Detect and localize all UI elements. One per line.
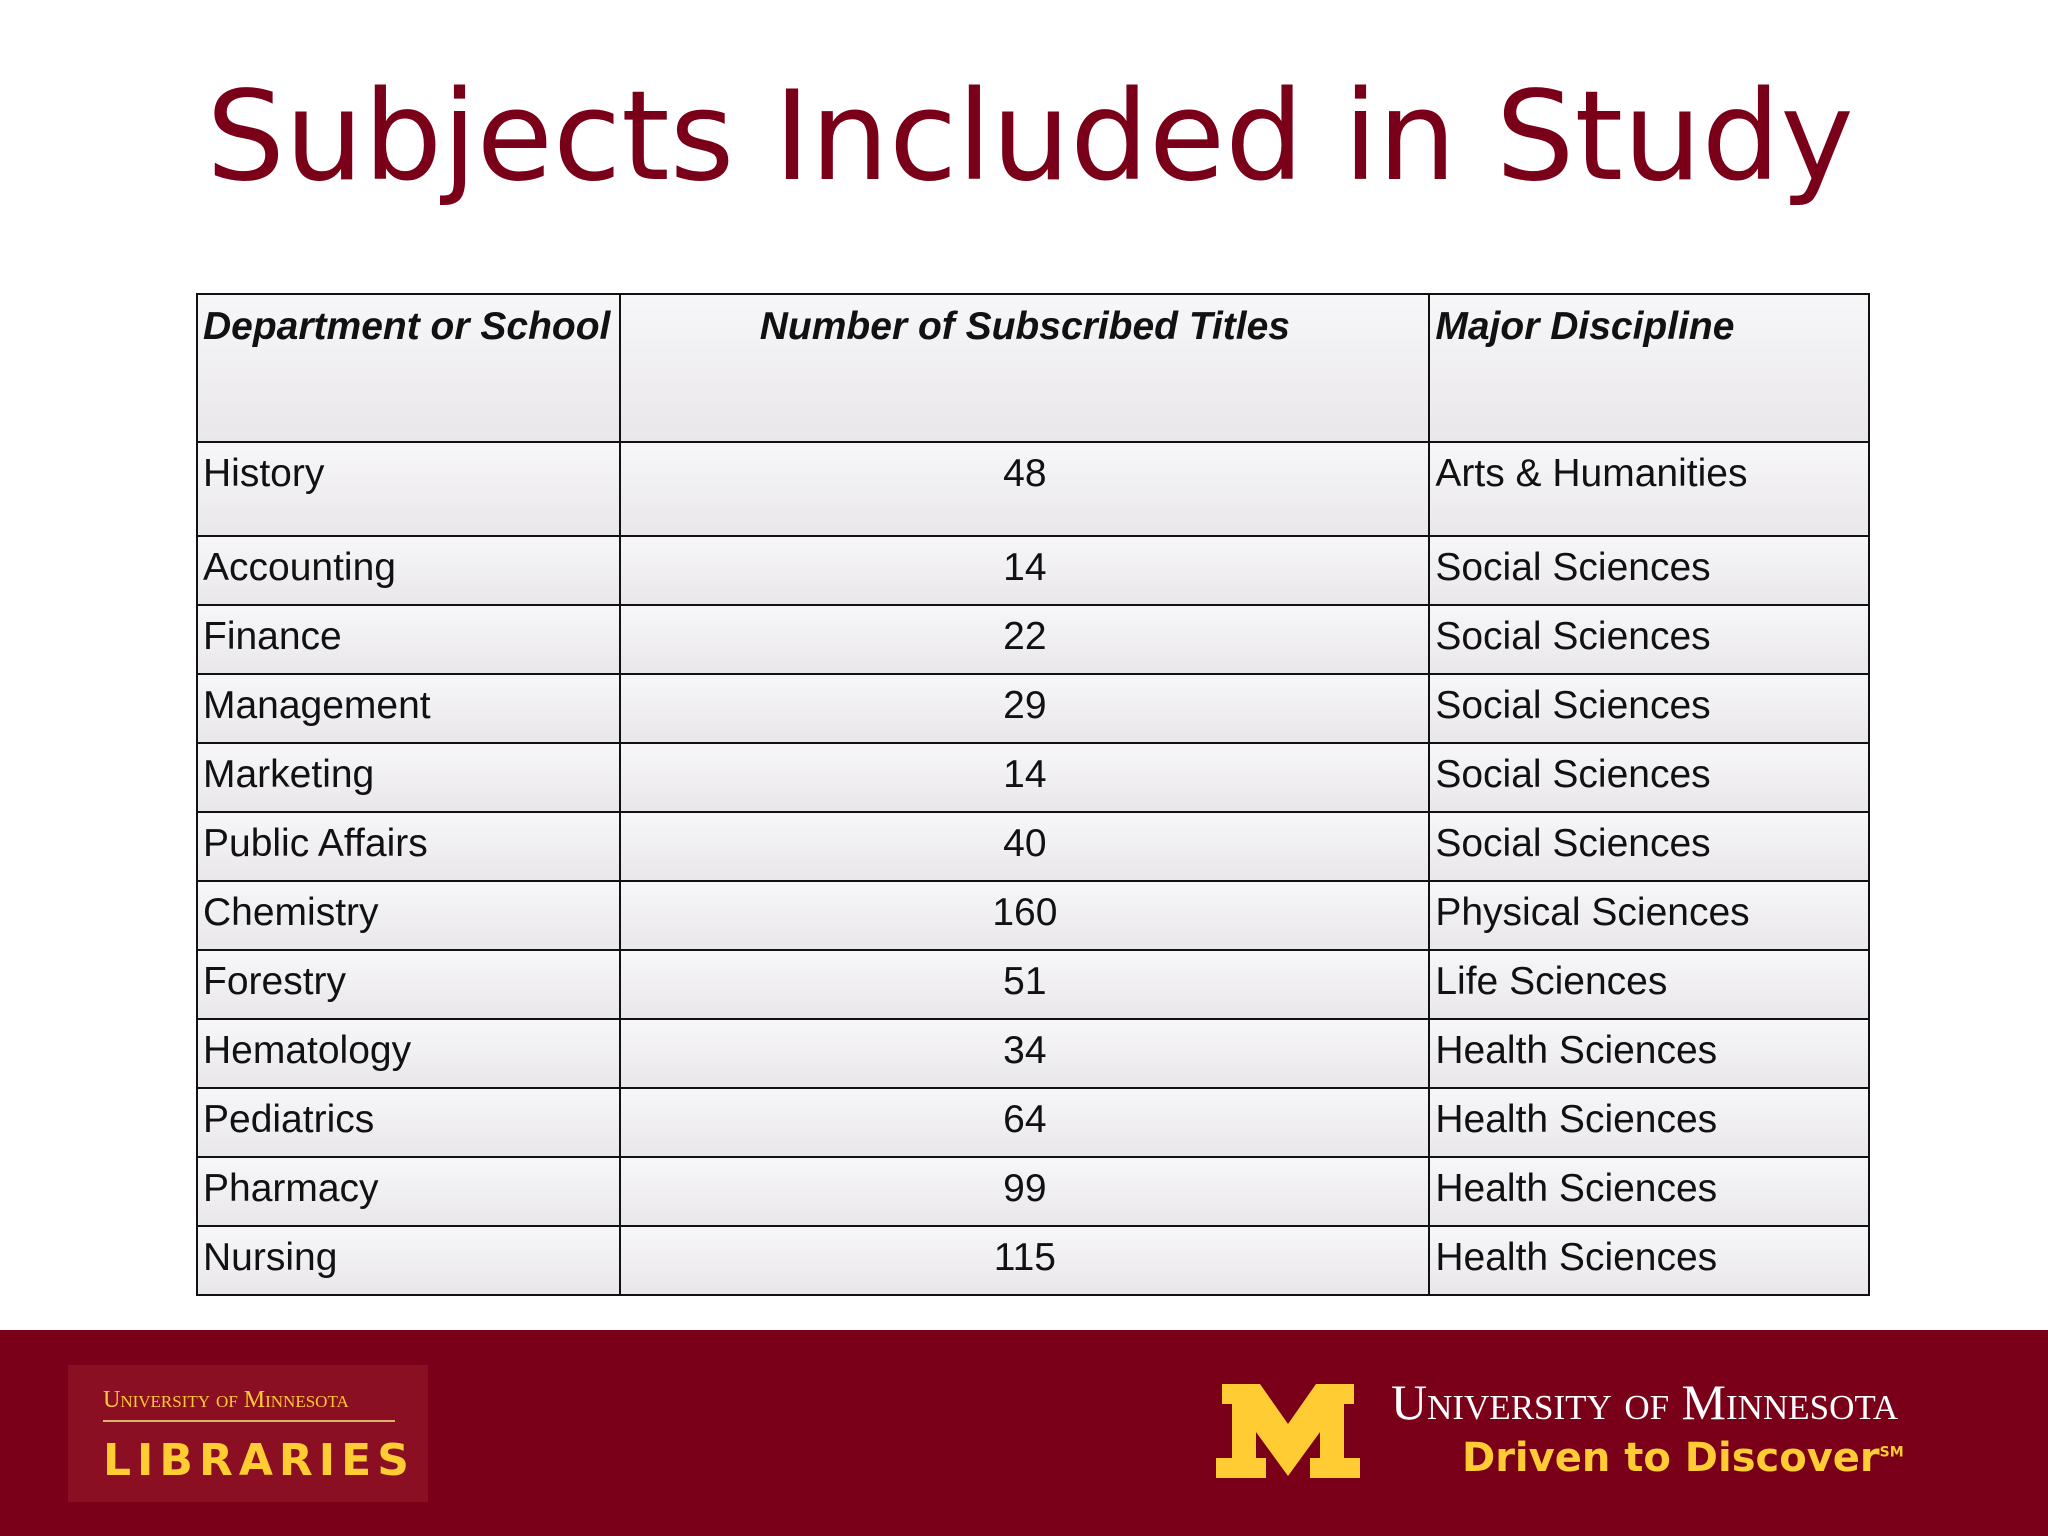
table-cell: 22	[619, 604, 1431, 675]
table-cell: Accounting	[195, 535, 622, 606]
column-header: Major Discipline	[1428, 293, 1870, 443]
table-cell: Physical Sciences	[1428, 880, 1870, 951]
title: Subjects Included in Study	[206, 65, 1854, 209]
rule	[103, 1420, 395, 1422]
table-cell: Public Affairs	[195, 811, 622, 882]
table-cell: Management	[195, 673, 622, 744]
table-cell: Health Sciences	[1428, 1087, 1870, 1158]
table-row: Hematology 34 Health Sciences	[195, 1018, 1870, 1089]
table-row: Finance 22 Social Sciences	[195, 604, 1870, 675]
table-row: Chemistry 160 Physical Sciences	[195, 880, 1870, 951]
brand-text: University of Minnesota	[1391, 1374, 1899, 1430]
table-cell: Life Sciences	[1428, 949, 1870, 1020]
m-logo	[1216, 1384, 1360, 1478]
table-cell: Social Sciences	[1428, 673, 1870, 744]
table-cell: Marketing	[195, 742, 622, 813]
table-cell: 64	[619, 1087, 1431, 1158]
table-row: Public Affairs 40 Social Sciences	[195, 811, 1870, 882]
column-header: Number of Subscribed Titles	[619, 293, 1431, 443]
tagline-text: Driven to Discover	[1462, 1435, 1880, 1481]
column-header: Department or School	[195, 293, 622, 443]
table-cell: Social Sciences	[1428, 742, 1870, 813]
table-cell: Arts & Humanities	[1428, 441, 1870, 537]
libraries-logo: University of Minnesota LIBRARIES	[68, 1365, 428, 1502]
table-cell: Chemistry	[195, 880, 622, 951]
table-row: Marketing 14 Social Sciences	[195, 742, 1870, 813]
logo-text: University of Minnesota	[103, 1387, 349, 1413]
table-cell: 29	[619, 673, 1431, 744]
logo-text: LIBRARIES	[103, 1435, 415, 1486]
table-cell: History	[195, 441, 622, 537]
table-row: Nursing 115 Health Sciences	[195, 1225, 1870, 1296]
table-cell: Finance	[195, 604, 622, 675]
table-row: Pharmacy 99 Health Sciences	[195, 1156, 1870, 1227]
table-cell: 51	[619, 949, 1431, 1020]
table-cell: 14	[619, 535, 1431, 606]
table-cell: Health Sciences	[1428, 1225, 1870, 1296]
table: Department or School Number of Subscribed…	[195, 293, 1870, 1296]
service-mark: SM	[1879, 1444, 1904, 1461]
table-row: Pediatrics 64 Health Sciences	[195, 1087, 1870, 1158]
table-row: History 48 Arts & Humanities	[195, 441, 1870, 537]
table-cell: 14	[619, 742, 1431, 813]
table-cell: Social Sciences	[1428, 535, 1870, 606]
table-cell: 160	[619, 880, 1431, 951]
table-cell: 115	[619, 1225, 1431, 1296]
table-row: Accounting 14 Social Sciences	[195, 535, 1870, 606]
table-cell: 48	[619, 441, 1431, 537]
table-row: Management 29 Social Sciences	[195, 673, 1870, 744]
table-cell: Social Sciences	[1428, 811, 1870, 882]
table-cell: Forestry	[195, 949, 622, 1020]
table-cell: 34	[619, 1018, 1431, 1089]
table-cell: Social Sciences	[1428, 604, 1870, 675]
table-cell: 40	[619, 811, 1431, 882]
table-cell: Health Sciences	[1428, 1156, 1870, 1227]
table-cell: Nursing	[195, 1225, 622, 1296]
table-cell: Pharmacy	[195, 1156, 622, 1227]
tagline: Driven to DiscoverSM	[1462, 1435, 1904, 1481]
table-cell: 99	[619, 1156, 1431, 1227]
table-cell: Pediatrics	[195, 1087, 622, 1158]
table-cell: Health Sciences	[1428, 1018, 1870, 1089]
table-cell: Hematology	[195, 1018, 622, 1089]
table-row: Forestry 51 Life Sciences	[195, 949, 1870, 1020]
footer: University of Minnesota LIBRARIES Univer…	[0, 1330, 2048, 1536]
